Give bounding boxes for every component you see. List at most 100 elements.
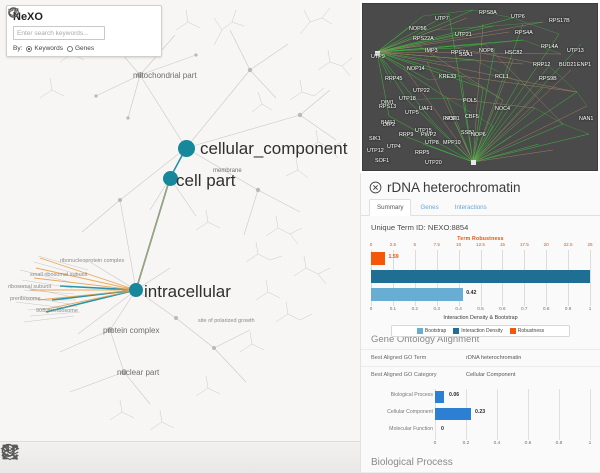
robustness-top-axis: 0 2.5 5 7.5 10 12.5 15 17.5 20 22.5 25 xyxy=(369,242,593,250)
gene-label-cbf5: CBF5 xyxy=(465,114,479,120)
legend-swatch-bootstrap xyxy=(416,328,423,334)
gene-label-utp6: UTP6 xyxy=(511,14,525,20)
tick-bot-7: 0.7 xyxy=(521,306,528,311)
ontology-label-intracellular: intracellular xyxy=(144,282,231,301)
go-bar-biological-process[interactable] xyxy=(435,391,445,403)
gene-node-hub-utp9[interactable] xyxy=(375,51,380,56)
legend-swatch-interaction-density xyxy=(453,328,460,334)
tick-bot-2: 0.2 xyxy=(411,306,418,311)
page-title: rDNA heterochromatin xyxy=(387,180,521,195)
ontology-network-canvas[interactable]: cellular_component cell part intracellul… xyxy=(0,0,360,473)
close-icon[interactable] xyxy=(369,181,382,194)
gene-label-utp22: UTP22 xyxy=(413,88,430,94)
radio-genes-dot[interactable] xyxy=(66,45,73,52)
go-value-best-aligned-category: Cellular Component xyxy=(466,372,516,378)
go-bar-value-cellular-component: 0.23 xyxy=(475,409,486,415)
radio-genes-label: Genes xyxy=(74,45,95,52)
tick-top-0: 0 xyxy=(369,242,373,247)
legend-item-robustness[interactable]: Robustness xyxy=(509,328,544,334)
bar-interaction-density[interactable] xyxy=(371,270,590,283)
tick-top-8: 20 xyxy=(543,242,549,247)
tick-top-4: 10 xyxy=(456,242,462,247)
help-icon[interactable] xyxy=(7,6,20,19)
gene-label-sof1: SOF1 xyxy=(375,158,390,164)
gene-label-rps5: RPS5 xyxy=(443,116,458,122)
go-bar-value-biological-process: 0.06 xyxy=(449,392,460,398)
radio-keywords[interactable]: Keywords xyxy=(26,45,63,52)
chart-xlabel-interaction-density-bootstrap: Interaction Density & Bootstrap xyxy=(443,315,518,321)
go-row-best-aligned-term: Best Aligned GO Term rDNA heterochromati… xyxy=(361,349,600,366)
gene-label-utp15: UTP15 xyxy=(415,128,432,134)
radio-genes[interactable]: Genes xyxy=(66,45,95,52)
radio-keywords-dot[interactable] xyxy=(26,45,33,52)
go-bar-row-cellular-component: Cellular Component 0.23 xyxy=(371,406,590,423)
legend-swatch-robustness xyxy=(509,328,516,334)
tick-bot-5: 0.5 xyxy=(477,306,484,311)
tab-genes[interactable]: Genes xyxy=(420,204,439,211)
tab-interactions[interactable]: Interactions xyxy=(454,204,487,211)
gene-label-rcl1: RCL1 xyxy=(495,74,509,80)
gene-label-enp1: ENP1 xyxy=(577,62,592,68)
ontology-label-nuclear-part: nuclear part xyxy=(117,368,160,377)
ontology-label-membrane: membrane xyxy=(213,168,242,174)
go-bar-label-biological-process: Biological Process xyxy=(390,392,433,398)
chart-legend: Bootstrap Interaction Density Robustness xyxy=(391,325,570,337)
tick-bot-9: 0.9 xyxy=(564,306,572,311)
ontology-label-mitochondrial-part: mitochondrial part xyxy=(133,71,197,80)
go-bar-value-molecular-function: 0 xyxy=(441,426,444,432)
gene-label-utp5: UTP5 xyxy=(405,110,419,116)
go-tick-0: 0 xyxy=(433,441,437,446)
gene-label-utp20: UTP20 xyxy=(425,160,442,166)
legend-item-bootstrap[interactable]: Bootstrap xyxy=(416,328,446,334)
chart-title-term-robustness: Term Robustness xyxy=(457,236,504,242)
layers-icon[interactable] xyxy=(0,442,20,462)
tick-bot-6: 0.6 xyxy=(499,306,506,311)
gene-label-rps9b: RPS9B xyxy=(539,76,557,82)
ontology-node-cell-part[interactable] xyxy=(163,171,178,186)
go-bar-row-molecular-function: Molecular Function 0 xyxy=(371,423,590,440)
gene-interaction-network[interactable]: UTP9 NOP56 UTP7 RPS8A UTP6 RPS17B IMP3 R… xyxy=(362,3,598,171)
gene-label-rps22a: RPS22A xyxy=(413,36,434,42)
tab-summary[interactable]: Summary xyxy=(369,199,412,216)
go-bar-label-molecular-function: Molecular Function xyxy=(389,426,433,432)
go-tick-1: 0.2 xyxy=(462,441,470,446)
gene-label-mpp10: MPP10 xyxy=(443,140,461,146)
bar-value-bootstrap: 0.42 xyxy=(466,290,477,296)
tick-top-6: 15 xyxy=(499,242,505,247)
gene-label-ssb1: SSB1 xyxy=(461,130,475,136)
bar-bootstrap[interactable] xyxy=(371,288,463,301)
go-tick-4: 0.8 xyxy=(555,441,563,446)
tick-top-10: 25 xyxy=(587,242,593,247)
search-panel[interactable]: NeXO By: xyxy=(6,5,162,57)
biological-process-heading: Biological Process xyxy=(361,451,600,473)
search-input[interactable] xyxy=(13,26,105,40)
tick-top-7: 17.5 xyxy=(519,242,529,247)
gene-label-rps4a: RPS4A xyxy=(515,30,533,36)
gene-label-utp4: UTP4 xyxy=(387,144,401,150)
ontology-node-cellular-component[interactable] xyxy=(178,140,195,157)
go-bar-row-biological-process: Biological Process 0.06 xyxy=(371,389,590,406)
go-tick-2: 0.4 xyxy=(493,441,501,446)
go-alignment-chart: Biological Process 0.06 Cellular Compone… xyxy=(371,389,591,451)
go-tick-3: 0.6 xyxy=(524,441,532,446)
ontology-node-intracellular[interactable] xyxy=(129,283,143,297)
detail-header: rDNA heterochromatin xyxy=(361,173,600,199)
gene-node-hub-utp10[interactable] xyxy=(471,160,476,165)
gene-ontology-alignment-section: Gene Ontology Alignment Best Aligned GO … xyxy=(361,334,600,383)
chevron-down-icon[interactable] xyxy=(7,6,14,16)
tick-top-5: 12.5 xyxy=(476,242,485,247)
tick-bot-1: 0.1 xyxy=(389,306,397,311)
canvas-toolbar xyxy=(0,441,360,473)
ontology-label-ribonucleoprotein-complex: ribonucleoprotein complex xyxy=(60,258,125,264)
tick-bot-3: 0.3 xyxy=(433,306,440,311)
ontology-label-cell-part: cell part xyxy=(176,171,236,190)
gene-label-utp12: UTP12 xyxy=(367,148,384,154)
legend-item-interaction-density[interactable]: Interaction Density xyxy=(453,328,503,334)
bar-robustness[interactable] xyxy=(371,252,386,265)
gene-label-nop14: NOP14 xyxy=(407,66,425,72)
go-bar-cellular-component[interactable] xyxy=(435,408,471,420)
gene-label-nop8: NOP8 xyxy=(479,48,494,54)
go-key-best-aligned-category: Best Aligned GO Category xyxy=(371,372,437,378)
gene-label-bms1: BMS1 xyxy=(381,120,396,126)
gene-label-rps13: RPS13 xyxy=(379,104,397,110)
